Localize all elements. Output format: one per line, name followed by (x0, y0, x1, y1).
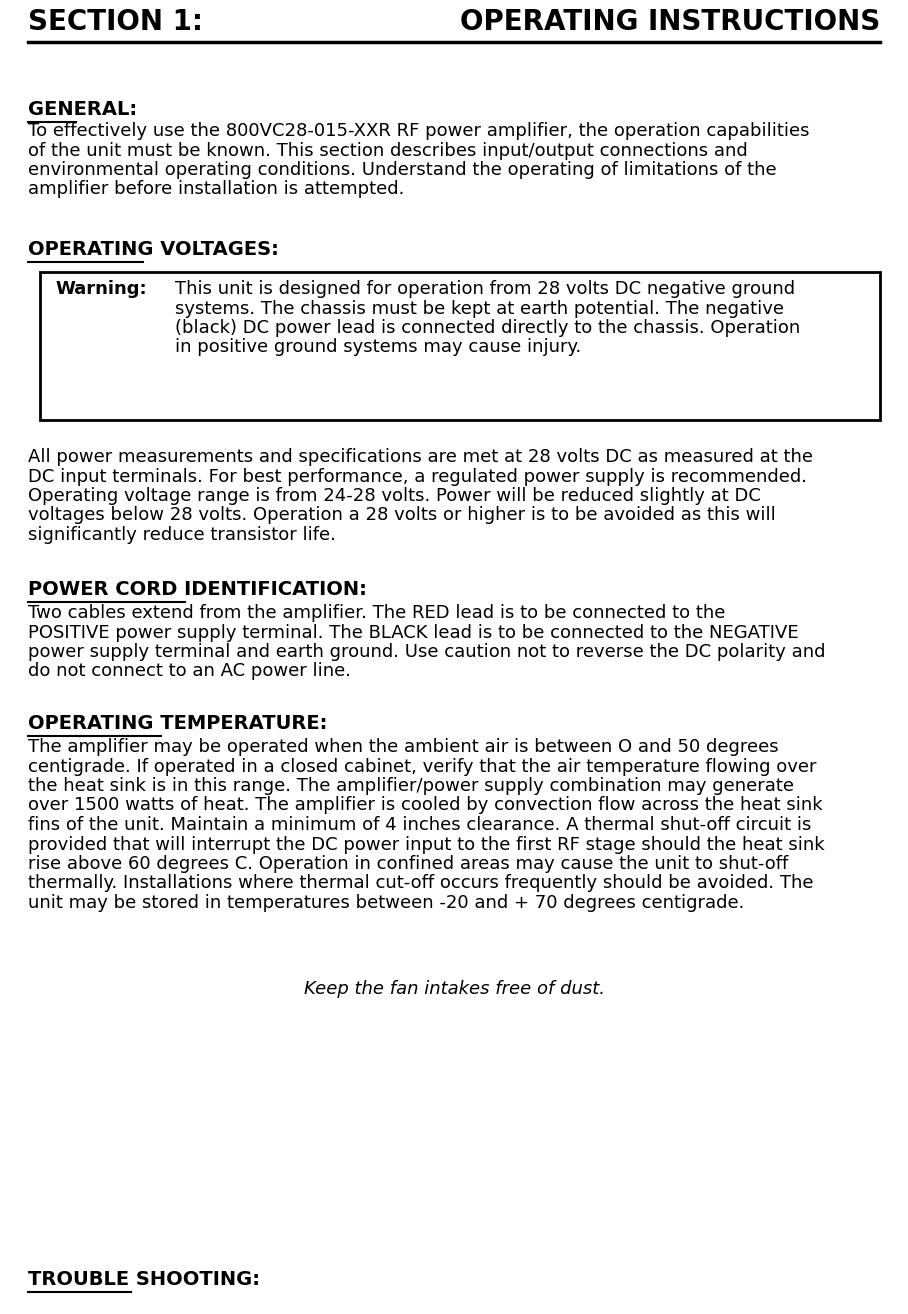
Text: POSITIVE power supply terminal. The BLACK lead is to be connected to the NEGATIV: POSITIVE power supply terminal. The BLAC… (28, 624, 799, 641)
Text: OPERATING INSTRUCTIONS: OPERATING INSTRUCTIONS (459, 8, 880, 35)
Text: power supply terminal and earth ground. Use caution not to reverse the DC polari: power supply terminal and earth ground. … (28, 643, 825, 661)
Bar (40, 272, 880, 420)
Text: To effectively use the 800VC28-015-XXR RF power amplifier, the operation capabil: To effectively use the 800VC28-015-XXR R… (28, 122, 810, 141)
Text: GENERAL:: GENERAL: (28, 100, 137, 120)
Text: do not connect to an AC power line.: do not connect to an AC power line. (28, 662, 351, 681)
Text: (black) DC power lead is connected directly to the chassis. Operation: (black) DC power lead is connected direc… (175, 319, 800, 336)
Text: Keep the fan intakes free of dust.: Keep the fan intakes free of dust. (303, 980, 605, 999)
Text: rise above 60 degrees C. Operation in confined areas may cause the unit to shut-: rise above 60 degrees C. Operation in co… (28, 855, 788, 872)
Text: environmental operating conditions. Understand the operating of limitations of t: environmental operating conditions. Unde… (28, 162, 776, 179)
Text: OPERATING TEMPERATURE:: OPERATING TEMPERATURE: (28, 714, 328, 733)
Text: systems. The chassis must be kept at earth potential. The negative: systems. The chassis must be kept at ear… (175, 300, 784, 318)
Text: fins of the unit. Maintain a minimum of 4 inches clearance. A thermal shut-off c: fins of the unit. Maintain a minimum of … (28, 816, 812, 834)
Text: POWER CORD IDENTIFICATION:: POWER CORD IDENTIFICATION: (28, 579, 367, 599)
Text: Two cables extend from the amplifier. The RED lead is to be connected to the: Two cables extend from the amplifier. Th… (28, 604, 725, 622)
Text: centigrade. If operated in a closed cabinet, verify that the air temperature flo: centigrade. If operated in a closed cabi… (28, 757, 816, 775)
Text: The amplifier may be operated when the ambient air is between O and 50 degrees: The amplifier may be operated when the a… (28, 738, 779, 756)
Text: Warning:: Warning: (55, 280, 146, 298)
Text: OPERATING VOLTAGES:: OPERATING VOLTAGES: (28, 240, 279, 259)
Text: provided that will interrupt the DC power input to the first RF stage should the: provided that will interrupt the DC powe… (28, 836, 824, 854)
Text: DC input terminals. For best performance, a regulated power supply is recommende: DC input terminals. For best performance… (28, 468, 807, 485)
Text: This unit is designed for operation from 28 volts DC negative ground: This unit is designed for operation from… (175, 280, 795, 298)
Text: All power measurements and specifications are met at 28 volts DC as measured at : All power measurements and specification… (28, 448, 813, 466)
Text: of the unit must be known. This section describes input/output connections and: of the unit must be known. This section … (28, 142, 748, 159)
Text: unit may be stored in temperatures between -20 and + 70 degrees centigrade.: unit may be stored in temperatures betwe… (28, 894, 745, 912)
Text: thermally. Installations where thermal cut-off occurs frequently should be avoid: thermally. Installations where thermal c… (28, 875, 814, 892)
Text: SECTION 1:: SECTION 1: (28, 8, 203, 35)
Text: voltages below 28 volts. Operation a 28 volts or higher is to be avoided as this: voltages below 28 volts. Operation a 28 … (28, 506, 775, 524)
Text: over 1500 watts of heat. The amplifier is cooled by convection flow across the h: over 1500 watts of heat. The amplifier i… (28, 796, 823, 815)
Text: amplifier before installation is attempted.: amplifier before installation is attempt… (28, 180, 404, 198)
Text: the heat sink is in this range. The amplifier/power supply combination may gener: the heat sink is in this range. The ampl… (28, 777, 794, 795)
Text: in positive ground systems may cause injury.: in positive ground systems may cause inj… (175, 339, 581, 356)
Text: Operating voltage range is from 24-28 volts. Power will be reduced slightly at D: Operating voltage range is from 24-28 vo… (28, 487, 761, 505)
Text: significantly reduce transistor life.: significantly reduce transistor life. (28, 526, 336, 544)
Text: TROUBLE SHOOTING:: TROUBLE SHOOTING: (28, 1271, 260, 1289)
